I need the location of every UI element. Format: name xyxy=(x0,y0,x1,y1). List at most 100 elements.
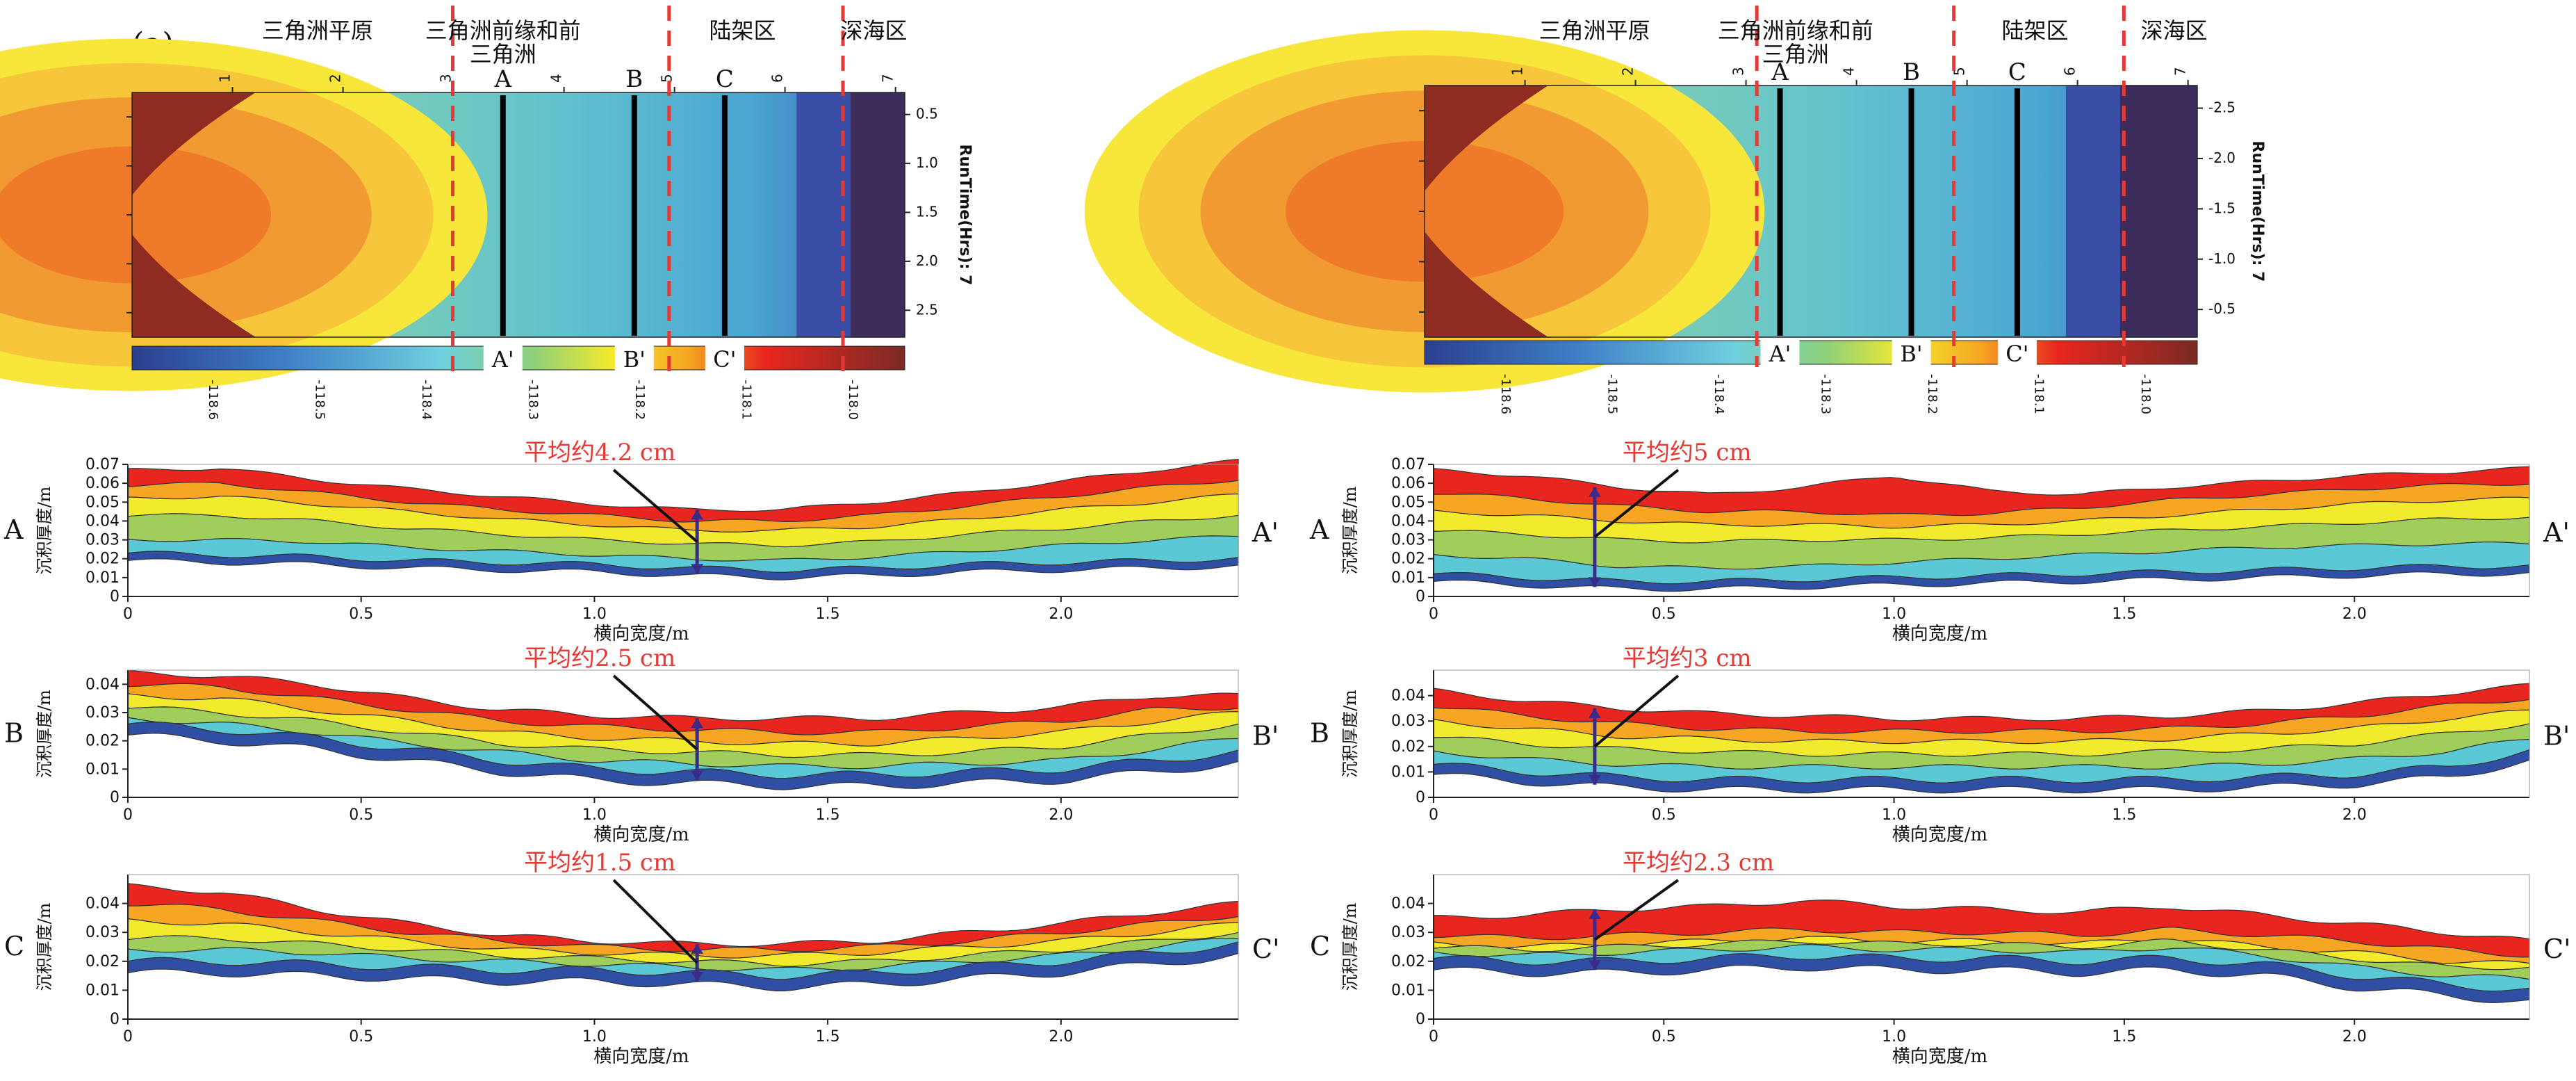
annotation-leader xyxy=(1593,469,1680,539)
deep-sea-dark xyxy=(2119,86,2197,337)
section-start: C xyxy=(1310,931,1330,961)
y-tick-label: 0.04 xyxy=(85,895,120,913)
arrow-head-top xyxy=(1588,909,1601,919)
x-tick-label: 1.0 xyxy=(582,806,607,824)
zone-label: 三角洲 xyxy=(1762,41,1829,67)
x-tick-label: 1.0 xyxy=(1882,806,1906,824)
x-axis-title: 横向宽度/m xyxy=(1892,1046,1987,1067)
zone-label: 陆架区 xyxy=(709,17,776,44)
colorbar-tick: -118.4 xyxy=(419,380,434,420)
x-tick-label: 2.0 xyxy=(2343,806,2367,824)
x-tick-label: 1.5 xyxy=(816,806,840,824)
top-tick-label: 7 xyxy=(2172,67,2189,76)
x-tick-label: 0.5 xyxy=(349,806,373,824)
section-start-label: B xyxy=(1903,58,1920,86)
section-a-C: 0 0.01 0.02 0.03 0.04 0 0.5 1.0 1.5 2.0 横向宽度/m 沉积厚度… xyxy=(4,849,1280,1067)
annotation-text: 平均约3 cm xyxy=(1623,644,1752,672)
colorbar-tick: -118.5 xyxy=(1605,374,1620,414)
zone-label: 深海区 xyxy=(841,17,908,44)
x-tick-label: 1.5 xyxy=(2112,1028,2136,1046)
right-tick-label: -1.5 xyxy=(2208,200,2235,216)
top-tick-label: 2 xyxy=(1620,67,1636,76)
arrow-head-top xyxy=(691,718,704,729)
section-end-label: A' xyxy=(491,346,514,373)
x-tick-label: 1.0 xyxy=(1882,1028,1906,1046)
section-start: B xyxy=(1310,718,1329,749)
section-a-B: 0 0.01 0.02 0.03 0.04 0 0.5 1.0 1.5 2.0 横向宽度/m 沉积厚度… xyxy=(4,644,1279,845)
section-end: C' xyxy=(1252,934,1280,964)
section-start: A xyxy=(3,514,24,545)
top-tick-label: 3 xyxy=(438,74,454,83)
y-tick-label: 0.01 xyxy=(1391,569,1425,587)
y-tick-label: 0.02 xyxy=(1391,953,1425,970)
y-tick-label: 0.02 xyxy=(85,733,120,750)
section-b-C: 0 0.01 0.02 0.03 0.04 0 0.5 1.0 1.5 2.0 横向宽度/m 沉积厚度… xyxy=(1310,849,2571,1067)
right-tick-label: -2.0 xyxy=(2208,149,2235,166)
colorbar-tick: -118.2 xyxy=(632,380,647,420)
arrow-head-bottom xyxy=(691,564,704,574)
annotation-text: 平均约5 cm xyxy=(1623,439,1752,466)
section-start-label: A xyxy=(493,65,511,93)
top-tick-label: 7 xyxy=(880,74,896,83)
x-tick-label: 0.5 xyxy=(349,605,373,623)
colorbar-tick: -118.0 xyxy=(2138,374,2153,414)
y-tick-label: 0.04 xyxy=(1391,895,1425,913)
y-tick-label: 0.04 xyxy=(1391,512,1425,530)
zone-label: 三角洲 xyxy=(470,41,536,67)
y-tick-label: 0.07 xyxy=(1391,456,1425,473)
x-tick-label: 1.0 xyxy=(582,1028,607,1046)
x-tick-label: 1.0 xyxy=(1882,605,1906,623)
y-tick-label: 0 xyxy=(1416,588,1425,605)
y-tick-label: 0.01 xyxy=(1391,982,1425,999)
x-tick-label: 2.0 xyxy=(2343,1028,2367,1046)
section-b-A: 00.010.02 0.03 0.040.05 0.06 0.07 0 0.5 1.0 1.5 2… xyxy=(1309,439,2570,644)
section-end-bg xyxy=(705,345,744,371)
colorbar-tick: -118.0 xyxy=(846,380,860,420)
x-tick-label: 0 xyxy=(123,806,133,824)
corner-top xyxy=(1425,86,1548,192)
y-axis-title: 沉积厚度/m xyxy=(1340,486,1360,574)
right-tick-label: 1.5 xyxy=(916,203,938,220)
y-tick-label: 0.01 xyxy=(1391,763,1425,781)
y-tick-label: 0.03 xyxy=(85,532,120,549)
y-tick-label: 0 xyxy=(110,1011,120,1028)
annotation-leader xyxy=(1593,879,1680,941)
y-tick-label: 0.02 xyxy=(85,953,120,970)
y-axis-title: 沉积厚度/m xyxy=(35,690,54,778)
x-axis-title: 横向宽度/m xyxy=(593,624,689,644)
section-start: C xyxy=(4,931,24,961)
corner-top xyxy=(132,92,256,195)
x-tick-label: 0.5 xyxy=(1652,1028,1676,1046)
y-tick-label: 0.02 xyxy=(1391,738,1425,756)
annotation-text: 平均约2.5 cm xyxy=(524,644,675,672)
section-end-label: B' xyxy=(623,346,646,373)
x-tick-label: 1.5 xyxy=(816,605,840,623)
section-end-label: B' xyxy=(1900,341,1922,367)
section-end: B' xyxy=(1252,721,1279,751)
x-tick-label: 0.5 xyxy=(1652,806,1676,824)
right-tick-label: -2.5 xyxy=(2208,99,2235,116)
section-end: A' xyxy=(2543,517,2570,548)
right-tick-label: 2.5 xyxy=(916,301,938,318)
right-tick-label: 2.0 xyxy=(916,252,938,269)
y-axis-title: 沉积厚度/m xyxy=(1340,690,1360,778)
section-end: B' xyxy=(2543,721,2570,751)
arrow-head-bottom xyxy=(1588,960,1601,970)
annotation-leader xyxy=(612,469,698,543)
zone-label: 三角洲平原 xyxy=(1539,17,1650,44)
right-axis-title: RunTime(Hrs): 7 xyxy=(2249,141,2266,282)
x-tick-label: 2.0 xyxy=(1049,605,1073,623)
y-tick-label: 0.04 xyxy=(85,676,120,693)
section-end: A' xyxy=(1252,517,1279,548)
corner-bottom xyxy=(1425,231,1548,337)
y-tick-label: 0.04 xyxy=(85,512,120,530)
colorbar-tick: -118.1 xyxy=(739,380,753,420)
arrow-head-top xyxy=(1588,487,1601,497)
colorbar-tick: -118.4 xyxy=(1712,374,1726,414)
y-tick-label: 0.02 xyxy=(1391,551,1425,568)
right-tick-label: -1.0 xyxy=(2208,250,2235,267)
top-tick-label: 3 xyxy=(1730,67,1747,76)
top-tick-label: 6 xyxy=(2062,67,2078,76)
top-tick-label: 2 xyxy=(327,74,344,83)
